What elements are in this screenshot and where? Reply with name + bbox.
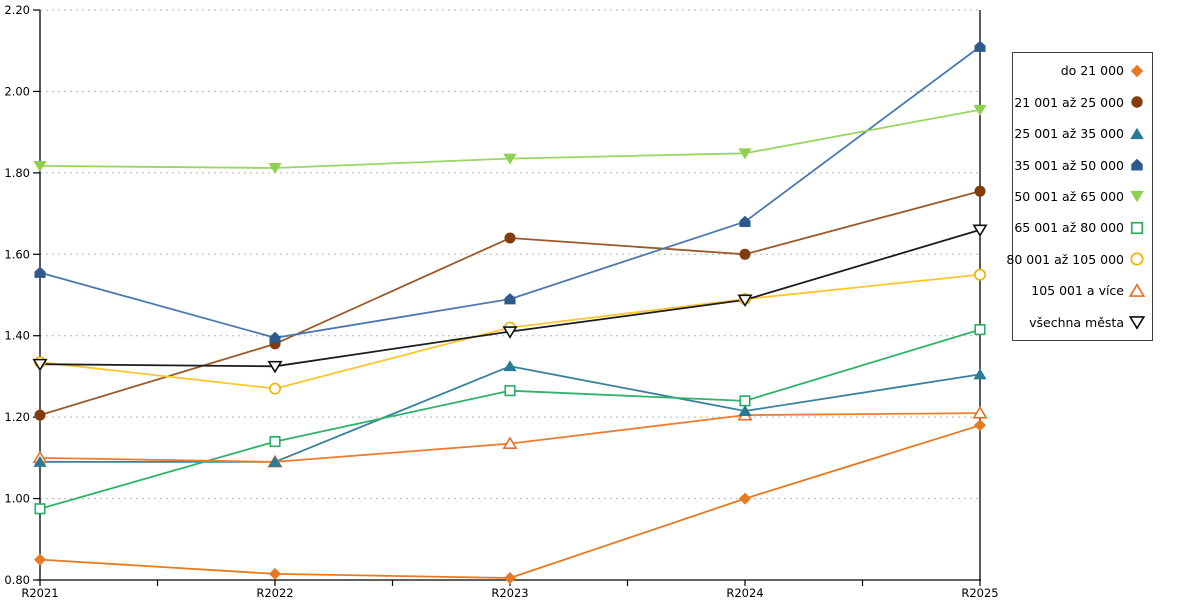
svg-text:R2023: R2023	[491, 586, 528, 600]
legend-label: 50 001 až 65 000	[1014, 188, 1124, 204]
diamond-marker-icon	[1129, 63, 1145, 79]
legend-item-do-21000: do 21 000	[1017, 56, 1145, 86]
svg-text:0.80: 0.80	[4, 573, 30, 587]
legend-label: všechna města	[1029, 314, 1124, 330]
svg-text:R2021: R2021	[21, 586, 58, 600]
legend-item-25001-35000: 25 001 až 35 000	[1014, 119, 1145, 149]
legend-label: 80 001 až 105 000	[1006, 251, 1124, 267]
svg-text:1.20: 1.20	[4, 410, 30, 424]
legend-label: do 21 000	[1060, 63, 1124, 79]
legend-item-vsechna-mesta: všechna města	[1017, 307, 1146, 337]
triangle-down-marker-icon	[1129, 188, 1145, 204]
svg-text:R2024: R2024	[726, 586, 763, 600]
legend-item-50001-65000: 50 001 až 65 000	[1014, 181, 1145, 211]
legend-label: 65 001 až 80 000	[1014, 220, 1124, 236]
legend-item-65001-80000: 65 001 až 80 000	[1014, 213, 1145, 243]
triangle-up-open-marker-icon	[1128, 282, 1146, 299]
svg-text:1.40: 1.40	[4, 329, 30, 343]
legend-item-80001-105000: 80 001 až 105 000	[1006, 244, 1145, 274]
legend-item-105001-a-vice: 105 001 a více	[1017, 276, 1146, 306]
svg-text:1.80: 1.80	[4, 166, 30, 180]
legend-label: 25 001 až 35 000	[1014, 126, 1124, 142]
pentagon-marker-icon	[1129, 157, 1145, 173]
circle-open-marker-icon	[1129, 251, 1145, 267]
legend-label: 105 001 a více	[1031, 283, 1124, 299]
circle-marker-icon	[1129, 94, 1145, 110]
chart-legend: do 21 000 21 001 až 25 000 25 001 až 35 …	[1006, 52, 1153, 341]
svg-text:R2022: R2022	[256, 586, 293, 600]
svg-text:1.00: 1.00	[4, 492, 30, 506]
legend-item-21001-25000: 21 001 až 25 000	[1014, 87, 1145, 117]
svg-text:R2025: R2025	[961, 586, 998, 600]
triangle-down-open-marker-icon	[1128, 314, 1146, 331]
legend-item-35001-50000: 35 001 až 50 000	[1014, 150, 1145, 180]
svg-text:2.00: 2.00	[4, 84, 30, 98]
square-open-marker-icon	[1129, 220, 1145, 236]
svg-text:2.20: 2.20	[4, 3, 30, 17]
legend-label: 21 001 až 25 000	[1014, 94, 1124, 110]
svg-text:1.60: 1.60	[4, 247, 30, 261]
legend-label: 35 001 až 50 000	[1014, 157, 1124, 173]
triangle-up-marker-icon	[1129, 126, 1145, 142]
